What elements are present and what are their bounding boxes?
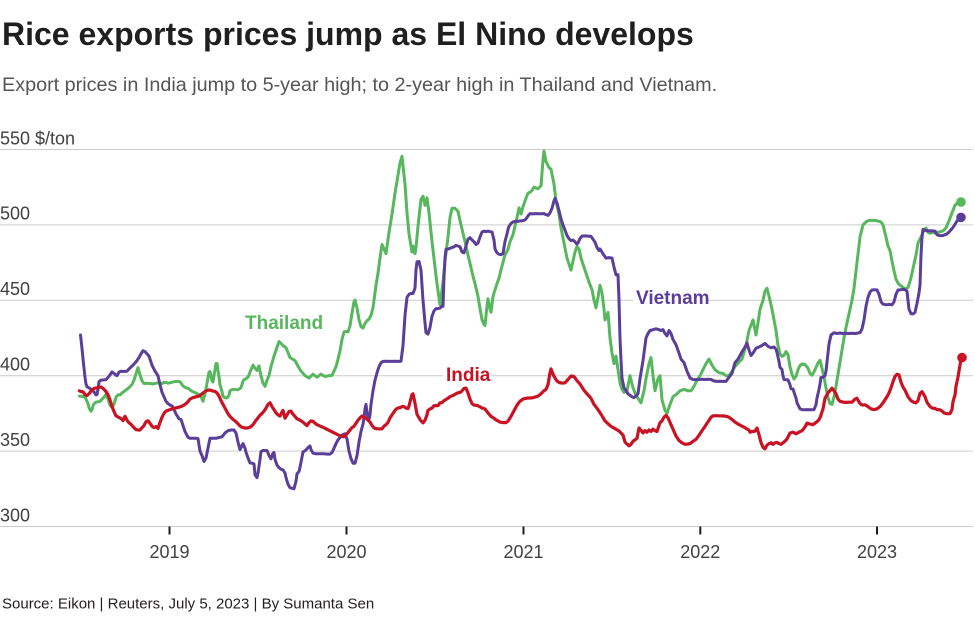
svg-text:2021: 2021 bbox=[503, 542, 543, 562]
svg-text:2022: 2022 bbox=[680, 542, 720, 562]
svg-text:Thailand: Thailand bbox=[245, 313, 323, 334]
svg-text:500: 500 bbox=[0, 204, 30, 224]
svg-text:2019: 2019 bbox=[149, 542, 189, 562]
svg-text:2023: 2023 bbox=[857, 542, 897, 562]
svg-text:550 $/ton: 550 $/ton bbox=[0, 129, 75, 149]
svg-text:Rice exports prices jump as El: Rice exports prices jump as El Nino deve… bbox=[2, 16, 694, 52]
svg-text:2020: 2020 bbox=[326, 542, 366, 562]
svg-text:India: India bbox=[446, 365, 491, 386]
svg-text:450: 450 bbox=[0, 279, 30, 299]
svg-text:400: 400 bbox=[0, 355, 30, 375]
svg-text:300: 300 bbox=[0, 505, 30, 525]
svg-text:Source: Eikon | Reuters, July: Source: Eikon | Reuters, July 5, 2023 | … bbox=[2, 596, 374, 613]
svg-text:Export prices in India jump to: Export prices in India jump to 5-year hi… bbox=[2, 74, 717, 96]
svg-text:350: 350 bbox=[0, 430, 30, 450]
svg-text:Vietnam: Vietnam bbox=[636, 288, 710, 309]
